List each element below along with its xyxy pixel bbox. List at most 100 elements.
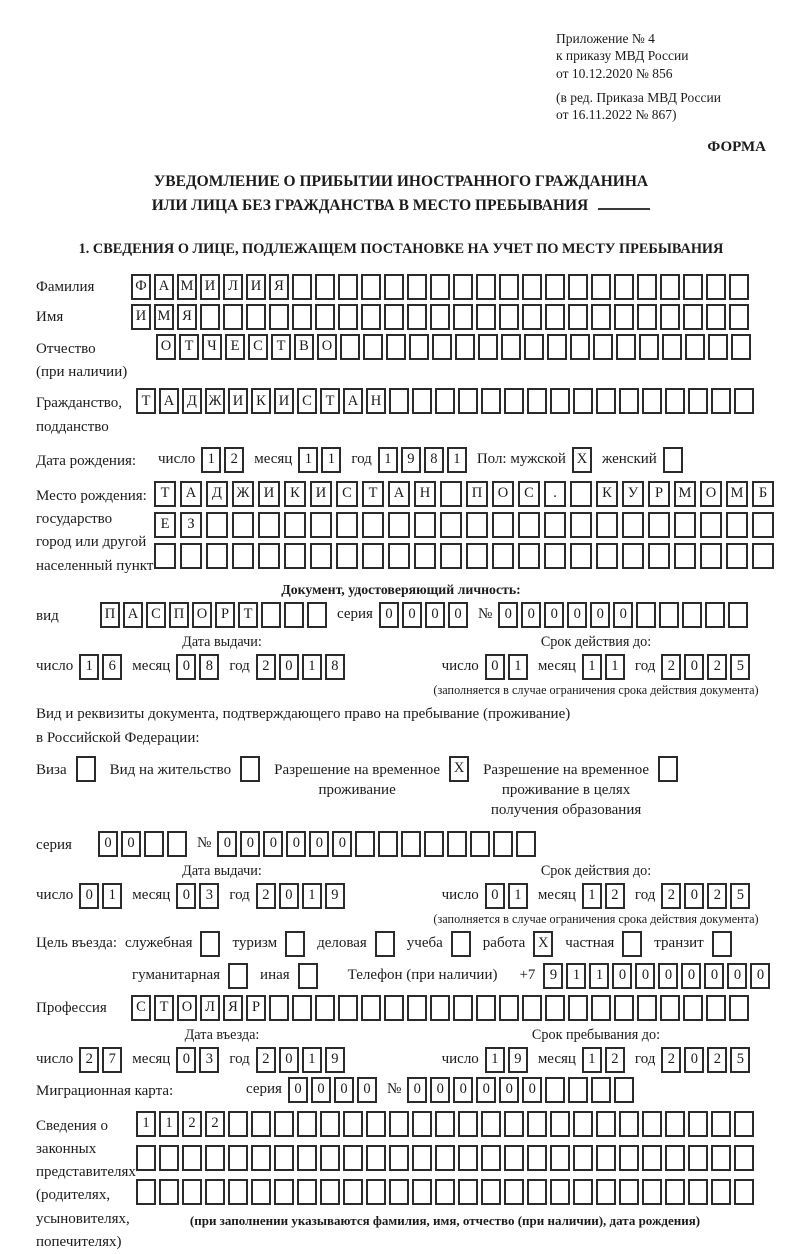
char-cell[interactable]	[228, 962, 249, 989]
char-cell[interactable]: 2	[205, 1110, 225, 1137]
char-cell[interactable]: 1	[159, 1110, 179, 1137]
char-cell[interactable]	[504, 1178, 524, 1205]
char-cell[interactable]	[706, 994, 726, 1021]
char-cell[interactable]	[366, 1144, 386, 1171]
char-cell[interactable]: Р	[246, 994, 266, 1021]
char-cell[interactable]: М	[674, 480, 696, 507]
char-cell[interactable]	[481, 1110, 501, 1137]
char-cell[interactable]	[470, 830, 491, 857]
char-cell[interactable]: 0	[176, 653, 197, 680]
char-cell[interactable]	[674, 542, 696, 569]
char-cell[interactable]: Т	[154, 480, 176, 507]
char-cell[interactable]	[455, 333, 475, 360]
char-cell[interactable]: 0	[613, 601, 634, 628]
char-cell[interactable]: О	[156, 333, 176, 360]
char-cell[interactable]	[361, 273, 381, 300]
char-cell[interactable]: 0	[684, 653, 705, 680]
char-cell[interactable]: 2	[255, 653, 276, 680]
char-cell[interactable]	[386, 333, 406, 360]
char-cell[interactable]: С	[297, 388, 317, 415]
char-cell[interactable]: 9	[507, 1046, 528, 1073]
char-cell[interactable]	[570, 542, 592, 569]
char-cell[interactable]	[258, 511, 280, 538]
char-cell[interactable]	[430, 273, 450, 300]
char-cell[interactable]	[545, 273, 565, 300]
char-cell[interactable]	[274, 1144, 294, 1171]
char-cell[interactable]	[440, 511, 462, 538]
char-cell[interactable]	[568, 1076, 589, 1103]
char-cell[interactable]: С	[518, 480, 540, 507]
char-cell[interactable]: 6	[102, 653, 123, 680]
purpose-work-checkbox[interactable]: X	[533, 930, 554, 957]
char-cell[interactable]: 0	[658, 962, 679, 989]
char-cell[interactable]	[292, 303, 312, 330]
char-cell[interactable]: О	[192, 601, 212, 628]
char-cell[interactable]	[622, 930, 643, 957]
char-cell[interactable]	[550, 1144, 570, 1171]
char-cell[interactable]	[297, 1110, 317, 1137]
char-cell[interactable]: И	[258, 480, 280, 507]
char-cell[interactable]: Р	[648, 480, 670, 507]
char-cell[interactable]	[258, 542, 280, 569]
char-cell[interactable]	[136, 1178, 156, 1205]
char-cell[interactable]	[336, 511, 358, 538]
char-cell[interactable]	[504, 388, 524, 415]
char-cell[interactable]: 1	[321, 446, 342, 473]
char-cell[interactable]: 0	[79, 882, 100, 909]
char-cell[interactable]	[453, 303, 473, 330]
purpose-private-checkbox[interactable]	[622, 930, 643, 957]
char-cell[interactable]	[688, 388, 708, 415]
char-cell[interactable]	[389, 1144, 409, 1171]
char-cell[interactable]	[637, 994, 657, 1021]
char-cell[interactable]: 0	[240, 830, 261, 857]
char-cell[interactable]	[658, 755, 679, 782]
char-cell[interactable]	[711, 388, 731, 415]
char-cell[interactable]: А	[343, 388, 363, 415]
char-cell[interactable]	[284, 601, 304, 628]
char-cell[interactable]: П	[100, 601, 120, 628]
char-cell[interactable]: Т	[136, 388, 156, 415]
char-cell[interactable]	[674, 511, 696, 538]
char-cell[interactable]	[499, 273, 519, 300]
char-cell[interactable]	[596, 1110, 616, 1137]
char-cell[interactable]: Ф	[131, 273, 151, 300]
char-cell[interactable]	[389, 388, 409, 415]
char-cell[interactable]	[700, 542, 722, 569]
char-cell[interactable]: 0	[544, 601, 565, 628]
char-cell[interactable]	[476, 303, 496, 330]
char-cell[interactable]: М	[726, 480, 748, 507]
char-cell[interactable]: 0	[121, 830, 141, 857]
char-cell[interactable]: 9	[543, 962, 564, 989]
char-cell[interactable]: 2	[604, 882, 625, 909]
char-cell[interactable]	[688, 1178, 708, 1205]
char-cell[interactable]: 1	[581, 882, 602, 909]
char-cell[interactable]	[310, 511, 332, 538]
char-cell[interactable]	[726, 511, 748, 538]
char-cell[interactable]	[568, 273, 588, 300]
char-cell[interactable]	[504, 1144, 524, 1171]
char-cell[interactable]: 5	[730, 1046, 751, 1073]
char-cell[interactable]: Л	[200, 994, 220, 1021]
char-cell[interactable]	[729, 303, 749, 330]
char-cell[interactable]	[336, 542, 358, 569]
char-cell[interactable]: 1	[201, 446, 222, 473]
char-cell[interactable]: 8	[324, 653, 345, 680]
char-cell[interactable]	[728, 601, 749, 628]
char-cell[interactable]	[447, 830, 468, 857]
char-cell[interactable]	[662, 333, 682, 360]
char-cell[interactable]	[414, 511, 436, 538]
char-cell[interactable]: С	[146, 601, 166, 628]
char-cell[interactable]: 0	[635, 962, 656, 989]
char-cell[interactable]: 0	[176, 1046, 197, 1073]
char-cell[interactable]	[343, 1144, 363, 1171]
char-cell[interactable]: 1	[301, 1046, 322, 1073]
char-cell[interactable]	[223, 303, 243, 330]
char-cell[interactable]	[545, 994, 565, 1021]
char-cell[interactable]: 9	[400, 446, 421, 473]
char-cell[interactable]	[366, 1178, 386, 1205]
char-cell[interactable]	[522, 303, 542, 330]
char-cell[interactable]	[307, 601, 327, 628]
char-cell[interactable]: 1	[604, 653, 625, 680]
char-cell[interactable]	[729, 273, 749, 300]
char-cell[interactable]	[388, 542, 410, 569]
